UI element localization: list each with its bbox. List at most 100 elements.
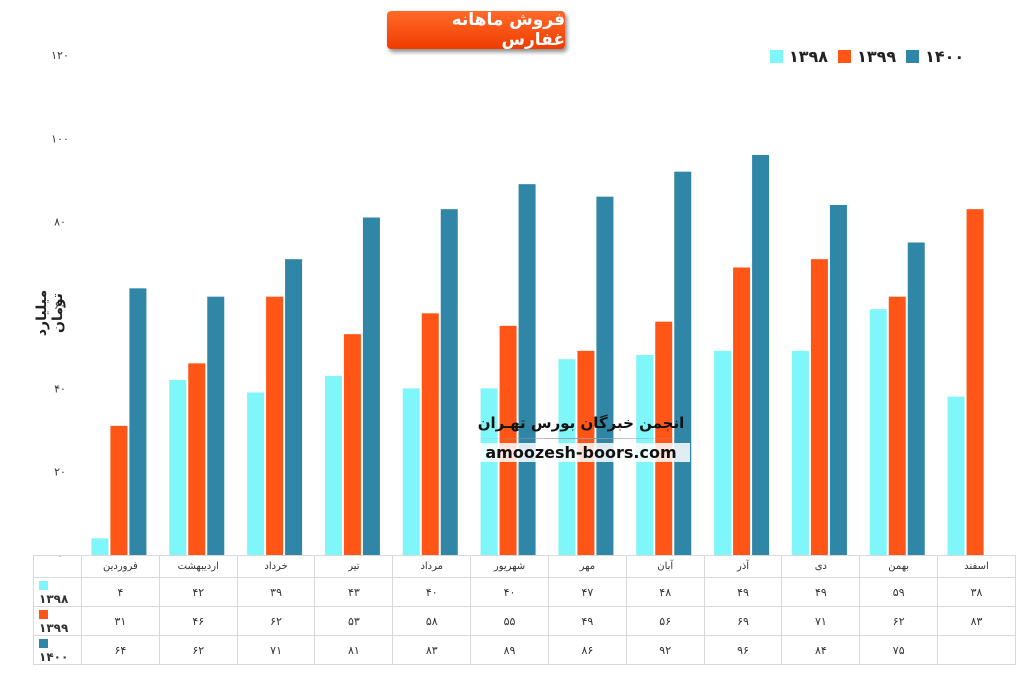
x-tick-label: دی xyxy=(781,555,861,578)
y-tick-label: ۶۰ xyxy=(54,299,66,312)
data-table: فروردین اردیبهشت خرداد تیر مرداد شهریور مهر آبا… xyxy=(33,555,1016,665)
data-label: ۴۲ xyxy=(158,577,238,607)
bar-1398 xyxy=(480,388,498,555)
data-table-swatch-1398 xyxy=(39,581,48,590)
legend-item-1399: ۱۳۹۹ xyxy=(838,47,896,66)
data-label: ۸۱ xyxy=(314,635,394,665)
x-tick-label: مهر xyxy=(547,555,627,578)
bar-1398 xyxy=(714,350,732,555)
data-table-series-name: ۱۳۹۹ xyxy=(39,621,69,635)
data-label: ۵۳ xyxy=(314,606,394,636)
bar-1399 xyxy=(499,325,517,555)
data-label: ۸۳ xyxy=(937,606,1016,636)
x-tick-label: آذر xyxy=(703,555,783,578)
bar-1399 xyxy=(188,363,206,555)
data-label: ۴۹ xyxy=(781,577,861,607)
data-table-category-row: فروردین اردیبهشت خرداد تیر مرداد شهریور مهر آبا… xyxy=(33,555,1016,578)
data-label: ۷۵ xyxy=(859,635,939,665)
bar-1399 xyxy=(343,334,361,555)
data-label: ۴۹ xyxy=(547,606,627,636)
bar-1399 xyxy=(888,296,906,555)
legend-label-1399: ۱۳۹۹ xyxy=(857,46,897,66)
legend-swatch-1398 xyxy=(770,49,783,63)
data-label: ۴۰ xyxy=(392,577,472,607)
bar-1399 xyxy=(110,425,128,555)
data-label: ۹۶ xyxy=(703,635,783,665)
data-label: ۸۹ xyxy=(470,635,549,665)
data-table-series-label: ۱۳۹۹ xyxy=(33,606,82,636)
data-table-corner xyxy=(33,555,82,578)
data-table-row-1400: ۱۴۰۰ ۶۴ ۶۲ ۷۱ ۸۱ ۸۳ ۸۹ ۸۶ ۹۲ ۹۶ ۸۴ ۷۵ xyxy=(33,635,1016,665)
bar-1398 xyxy=(169,380,187,555)
x-tick-label: اسفند xyxy=(937,555,1016,578)
data-label: ۴۳ xyxy=(314,577,394,607)
data-label: ۸۳ xyxy=(392,635,472,665)
bar-1399 xyxy=(966,209,984,555)
bar-1400 xyxy=(362,217,380,555)
data-label: ۶۲ xyxy=(158,635,238,665)
bar-1400 xyxy=(674,171,692,555)
data-label: ۷۱ xyxy=(236,635,316,665)
bar-1398 xyxy=(324,375,342,555)
y-axis-label: میلیارد تومان xyxy=(34,289,66,337)
data-label: ۳۱ xyxy=(81,606,160,636)
bar-1398 xyxy=(91,538,109,555)
data-table-row-1399: ۱۳۹۹ ۳۱ ۴۶ ۶۲ ۵۳ ۵۸ ۵۵ ۴۹ ۵۶ ۶۹ ۷۱ ۶۲ ۸۳ xyxy=(33,606,1016,636)
legend-swatch-1399 xyxy=(838,49,852,63)
y-tick-label: ۱۰۰ xyxy=(51,132,69,145)
x-tick-label: مرداد xyxy=(392,555,472,578)
legend-item-1398: ۱۳۹۸ xyxy=(770,47,828,66)
data-label: ۳۸ xyxy=(937,577,1016,607)
data-table-series-name: ۱۳۹۸ xyxy=(39,592,69,606)
bar-1399 xyxy=(733,267,751,555)
data-label: ۴۹ xyxy=(703,577,783,607)
bar-1399 xyxy=(810,259,828,555)
bar-1398 xyxy=(791,350,809,555)
data-label: ۳۹ xyxy=(236,577,316,607)
bar-1400 xyxy=(440,209,458,555)
bar-1400 xyxy=(285,259,303,555)
data-table-series-label: ۱۳۹۸ xyxy=(33,577,82,607)
data-label: ۷۱ xyxy=(781,606,861,636)
data-label: ۴۰ xyxy=(470,577,549,607)
data-label: ۴۸ xyxy=(625,577,705,607)
watermark-url: amoozesh-boors.com xyxy=(472,443,690,462)
bar-1399 xyxy=(266,296,284,555)
bar-1400 xyxy=(518,184,536,555)
data-table-row-1398: ۱۳۹۸ ۴ ۴۲ ۳۹ ۴۳ ۴۰ ۴۰ ۴۷ ۴۸ ۴۹ ۴۹ ۵۹ ۳۸ xyxy=(33,577,1016,607)
x-tick-label: آبان xyxy=(625,555,705,578)
data-label: ۸۶ xyxy=(547,635,627,665)
legend-label-1398: ۱۳۹۸ xyxy=(789,46,829,66)
watermark-title: انجمن خبرگان بورس تهـران xyxy=(477,414,685,432)
data-label: ۵۹ xyxy=(859,577,939,607)
bar-1399 xyxy=(421,313,439,555)
x-tick-label: شهریور xyxy=(470,555,549,578)
data-table-series-label: ۱۴۰۰ xyxy=(33,635,82,665)
y-tick-label: ۴۰ xyxy=(54,382,66,395)
y-tick-label: ۲۰ xyxy=(54,466,66,479)
x-tick-label: خرداد xyxy=(236,555,316,578)
data-table-swatch-1399 xyxy=(39,610,48,619)
data-label: ۶۹ xyxy=(703,606,783,636)
data-label: ۶۲ xyxy=(859,606,939,636)
bar-1398 xyxy=(869,309,887,555)
data-label: ۴۷ xyxy=(547,577,627,607)
bar-1400 xyxy=(752,155,770,555)
data-label: ۵۶ xyxy=(625,606,705,636)
bar-1400 xyxy=(829,205,847,555)
data-label: ۵۵ xyxy=(470,606,549,636)
data-label: ۶۲ xyxy=(236,606,316,636)
watermark: انجمن خبرگان بورس تهـران amoozesh-boors.… xyxy=(472,414,690,462)
bar-1400 xyxy=(207,296,225,555)
bar-1400 xyxy=(907,242,925,555)
data-table-swatch-1400 xyxy=(39,639,48,648)
x-tick-label: تیر xyxy=(314,555,394,578)
watermark-divider xyxy=(472,438,690,439)
bar-1398 xyxy=(402,388,420,555)
data-label: ۴۶ xyxy=(158,606,238,636)
legend-item-1400: ۱۴۰۰ xyxy=(906,47,964,66)
data-label xyxy=(937,635,1016,665)
chart-title: فروش ماهانه غفارس xyxy=(387,10,565,50)
data-label: ۹۲ xyxy=(625,635,705,665)
